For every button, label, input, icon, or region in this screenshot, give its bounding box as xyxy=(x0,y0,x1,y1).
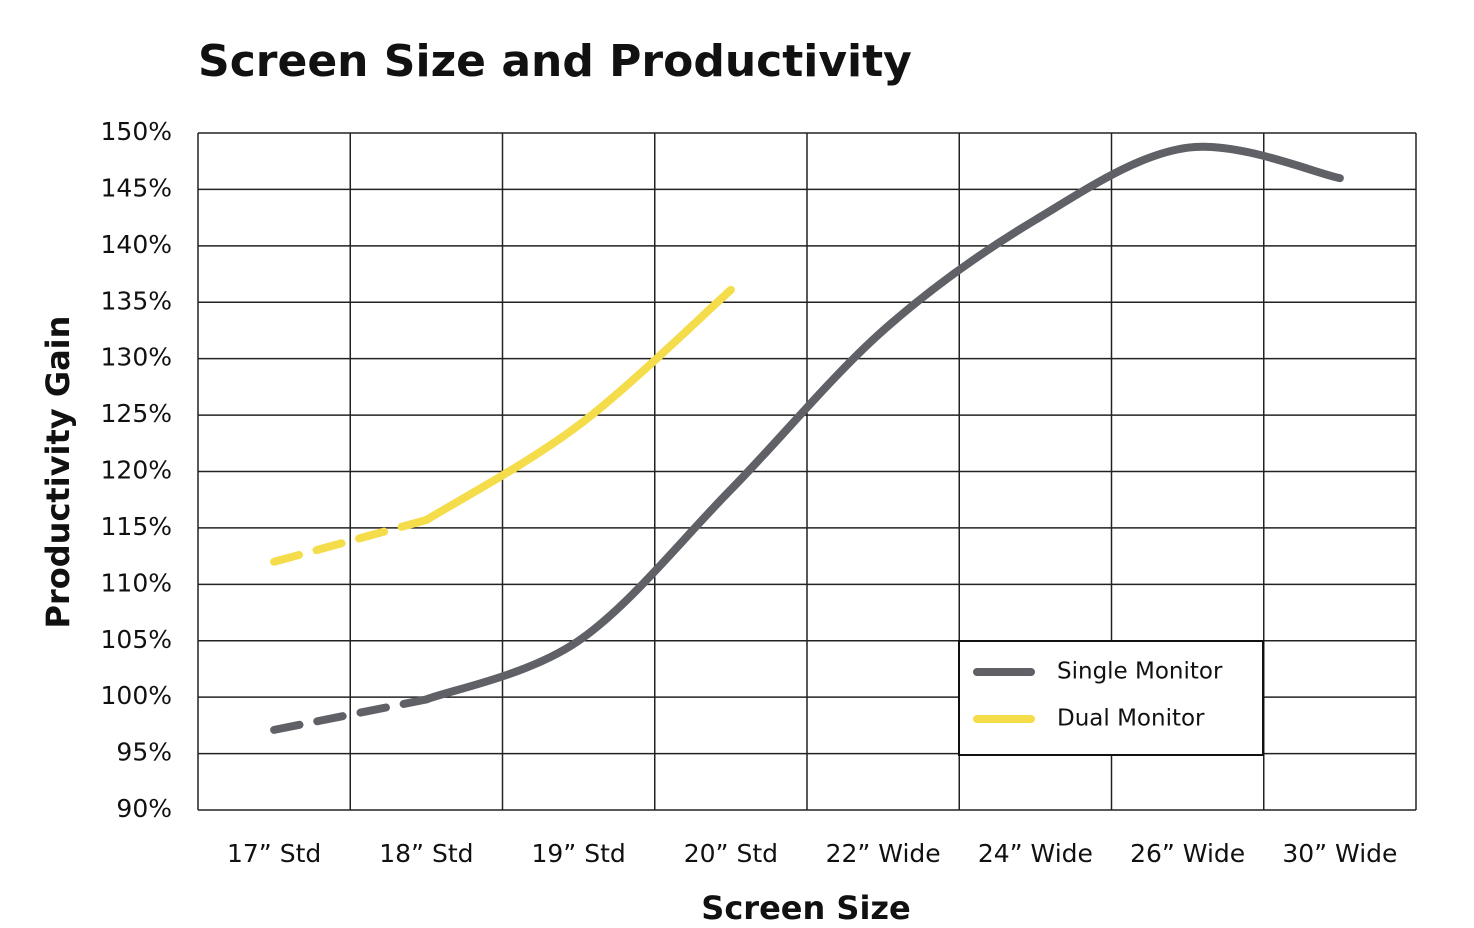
chart-title: Screen Size and Productivity xyxy=(198,36,912,87)
x-tick-label: 26” Wide xyxy=(1130,839,1245,868)
x-tick-label: 24” Wide xyxy=(978,839,1093,868)
y-tick-label: 105% xyxy=(101,625,172,654)
y-tick-label: 90% xyxy=(116,794,172,823)
y-tick-label: 150% xyxy=(101,117,172,146)
y-tick-label: 120% xyxy=(101,456,172,485)
y-tick-label: 95% xyxy=(116,738,172,767)
y-tick-label: 140% xyxy=(101,230,172,259)
y-tick-label: 125% xyxy=(101,399,172,428)
y-axis-title: Productivity Gain xyxy=(39,316,77,629)
x-tick-label: 19” Std xyxy=(531,839,625,868)
y-tick-label: 100% xyxy=(101,681,172,710)
y-tick-label: 135% xyxy=(101,286,172,315)
legend-label: Single Monitor xyxy=(1057,659,1223,685)
x-tick-label: 18” Std xyxy=(379,839,473,868)
line xyxy=(422,285,735,525)
line-dashed xyxy=(270,695,431,734)
x-tick-label: 17” Std xyxy=(227,839,321,868)
x-tick-label: 22” Wide xyxy=(826,839,941,868)
x-tick-label: 20” Std xyxy=(684,839,778,868)
y-tick-label: 110% xyxy=(101,568,172,597)
y-tick-label: 130% xyxy=(101,343,172,372)
legend-box xyxy=(958,640,1264,756)
legend-label: Dual Monitor xyxy=(1057,706,1205,732)
y-tick-label: 115% xyxy=(101,512,172,541)
y-tick-label: 145% xyxy=(101,173,172,202)
x-axis-title: Screen Size xyxy=(701,889,910,927)
line xyxy=(422,142,1344,704)
line-dashed xyxy=(270,516,431,566)
x-tick-label: 30” Wide xyxy=(1282,839,1397,868)
